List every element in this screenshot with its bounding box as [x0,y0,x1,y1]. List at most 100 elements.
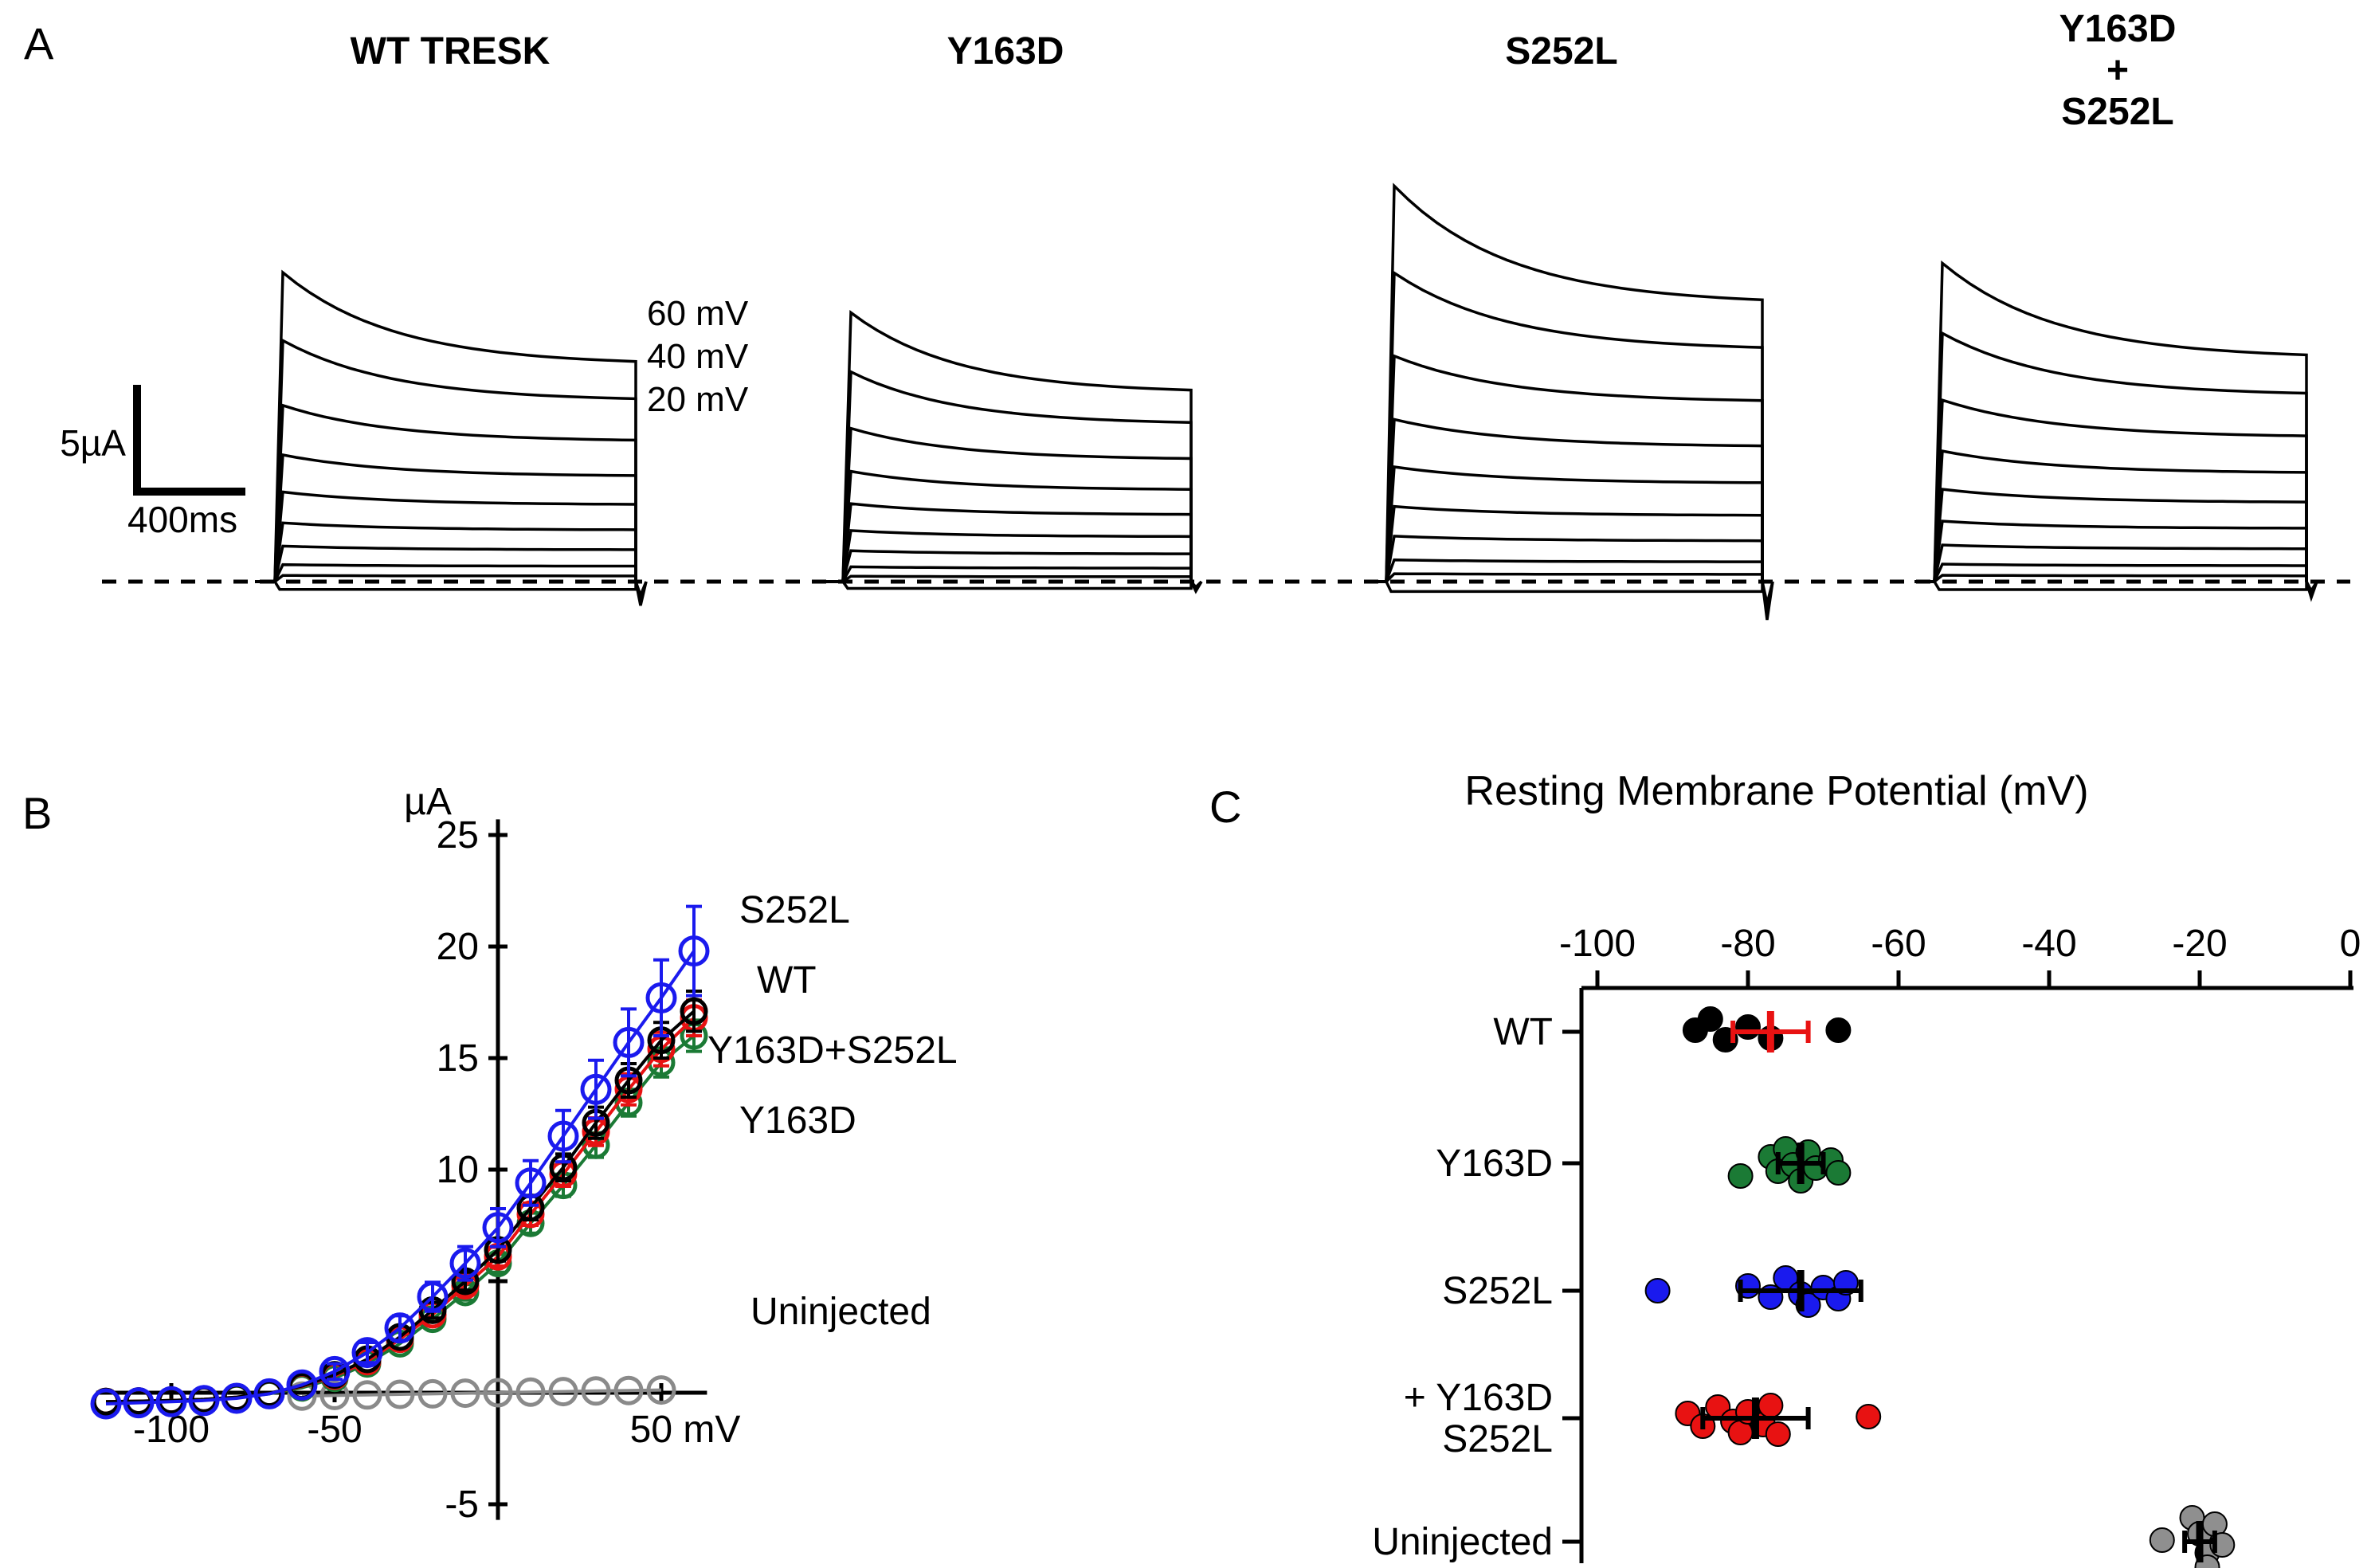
trace-group-title: Y163D [947,30,1064,73]
panel-a-label: A [24,18,54,69]
data-point [155,1386,187,1417]
data-point [417,1378,448,1409]
category-label: + Y163D S252L [1404,1377,1553,1460]
current-trace [255,269,648,606]
scale-bar [133,385,245,496]
data-point [1644,1278,1671,1303]
data-point [1735,1014,1761,1040]
current-trace [1366,354,1774,604]
current-trace [1914,449,2308,583]
current-trace [823,565,1193,583]
trace-group-title-line: S252L [2061,91,2173,133]
legend-entry: Y163D+S252L [707,1029,958,1072]
category-label-line: + Y163D [1404,1377,1553,1419]
current-trace [1914,543,2308,583]
x-tick-label: -80 [1720,923,1775,965]
data-point [90,1388,122,1420]
data-point [548,1377,578,1407]
legend-entry: Uninjected [750,1291,931,1333]
current-trace [255,544,637,583]
current-trace [823,369,1203,592]
current-trace [1366,535,1764,583]
scale-bar-time-label: 400ms [127,499,237,540]
current-trace [1914,488,2308,583]
trace-group-title: Y163D + S252L [2059,8,2177,133]
data-point [449,1248,481,1280]
data-point [580,1073,612,1105]
data-point [417,1281,449,1313]
panel-c-rmp-chart: Resting Membrane Potential (mV) -100 -80 -6… [1372,768,2361,1568]
trace-group-title: S252L [1505,30,1617,73]
current-trace [1914,398,2318,594]
current-trace [255,403,648,600]
category-label-line: Uninjected [1372,1521,1553,1563]
current-trace [1366,270,1774,612]
data-point [581,1376,611,1406]
trace-group-title-line: + [2106,49,2129,92]
voltage-step-label: 20 mV [647,380,749,419]
current-trace [255,563,637,583]
legend-entry: Y163D [739,1100,856,1142]
data-point [1856,1404,1882,1429]
current-trace [823,580,1193,590]
panel-b-label: B [22,788,53,838]
current-trace [1914,563,2308,583]
voltage-step-label: 60 mV [647,294,749,333]
data-point [547,1120,579,1152]
legend-entry: WT [757,959,817,1002]
current-trace [255,521,637,583]
data-point [1765,1421,1791,1447]
data-point [123,1387,155,1419]
current-trace [823,502,1193,583]
current-trace [255,580,637,591]
current-trace [1366,580,1764,594]
data-point [352,1380,382,1410]
current-trace [1914,519,2308,583]
current-trace [823,529,1193,583]
data-point [286,1369,318,1401]
category-label-line: S252L [1442,1270,1553,1312]
x-tick-label: -100 [1559,923,1636,965]
chart-title: Resting Membrane Potential (mV) [1464,768,2088,814]
x-tick-label: -60 [1871,923,1926,965]
current-trace [1366,558,1764,583]
current-trace [1366,465,1764,583]
category-label: Uninjected [1372,1521,1553,1563]
x-tick-label: -50 [307,1409,362,1451]
data-point [1825,1017,1852,1043]
category-label-line: Y163D [1436,1143,1553,1185]
current-trace [823,469,1193,583]
data-point [319,1355,351,1387]
data-point [188,1385,220,1417]
data-point [482,1212,514,1244]
current-trace [255,338,648,606]
trace-group-title-line: Y163D [2059,8,2177,50]
x-tick-label: 0 [2340,923,2361,965]
data-point [1825,1160,1852,1186]
data-point [678,935,710,967]
data-point [2149,1527,2175,1553]
trace-group-title-line: Y163D [947,30,1064,73]
y-axis-label: µA [404,781,452,823]
series-line [105,1034,696,1404]
data-point [515,1167,547,1199]
current-trace [823,574,1193,583]
current-trace [823,310,1203,594]
current-trace [255,574,637,583]
trace-group-title-line: WT TRESK [351,30,551,73]
y-tick-label: 15 [437,1037,479,1080]
category-label: WT [1493,1011,1553,1053]
current-trace [1366,182,1774,621]
category-label-line: WT [1493,1011,1553,1053]
legend-entry: S252L [739,889,850,931]
current-trace [823,549,1193,583]
voltage-step-label: 40 mV [647,337,749,376]
panel-b-iv-chart: -100 -50 50 mV25201510-5µAS252LWTY163D+S25… [90,781,958,1526]
y-tick-label: 25 [437,814,479,857]
y-tick-label: 20 [437,926,479,968]
data-point [384,1312,416,1344]
current-trace [1914,580,2308,591]
current-trace [1914,260,2318,602]
current-trace [823,426,1203,590]
